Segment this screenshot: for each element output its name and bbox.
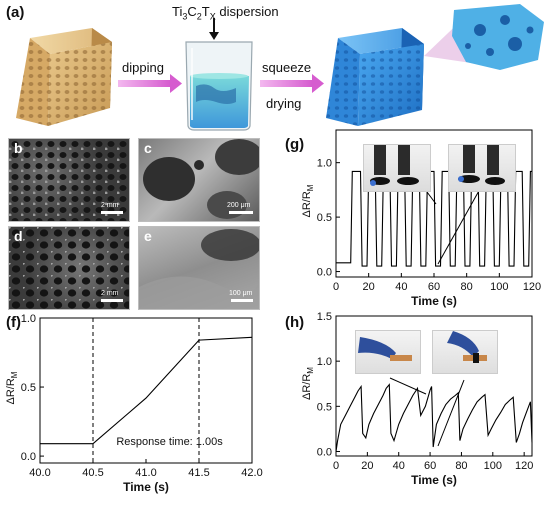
y-axis-label-main: ΔR/R — [301, 374, 313, 400]
finger-photo-1 — [355, 330, 421, 374]
drying-label: drying — [266, 96, 302, 111]
sem-d-letter: d — [14, 228, 23, 244]
y-tick-label: 0.5 — [21, 382, 36, 394]
walking-photo-1 — [363, 144, 431, 192]
sem-image-c: c 200 μm — [138, 138, 260, 222]
pointer-line-1 — [389, 377, 427, 395]
sem-b-scale-label: 2 mm — [101, 202, 119, 209]
x-tick-label: 40.0 — [29, 467, 50, 479]
x-tick-label: 20 — [361, 460, 373, 472]
arrow-squeeze-drying — [260, 74, 324, 93]
beaker-image — [185, 18, 253, 131]
sem-b-texture — [9, 139, 129, 221]
x-tick-label: 0 — [333, 281, 339, 293]
x-axis-label: Time (s) — [411, 294, 457, 308]
y-axis-label-main: ΔR/R — [5, 378, 17, 404]
sem-image-d: d 2 mm — [8, 226, 130, 310]
walking-photo-1-art — [370, 145, 419, 186]
arrow-dipping — [118, 74, 182, 93]
x-tick-label: 120 — [523, 281, 541, 293]
sem-c-scalebar — [229, 211, 253, 214]
y-tick-label: 0.0 — [317, 446, 332, 458]
x-tick-label: 100 — [490, 281, 508, 293]
sem-b-scalebar — [101, 211, 123, 214]
coated-sponge-image — [326, 28, 424, 126]
x-tick-label: 41.0 — [135, 467, 156, 479]
response-time-annotation: Response time: 1.00s — [116, 436, 223, 448]
zoomed-structure-image — [452, 4, 544, 70]
sem-b-letter: b — [14, 140, 23, 156]
x-tick-label: 60 — [428, 281, 440, 293]
x-tick-label: 80 — [455, 460, 467, 472]
y-axis-label: ΔR/RM — [301, 184, 315, 217]
x-tick-label: 20 — [363, 281, 375, 293]
pointer-line-2 — [437, 379, 465, 447]
walking-photo-2-art — [458, 145, 505, 185]
series-line — [335, 383, 533, 452]
panel-h-label: (h) — [285, 314, 305, 331]
finger-photo-2 — [432, 330, 498, 374]
x-tick-label: 42.0 — [241, 467, 262, 479]
raw-sponge-image — [16, 28, 112, 126]
dipping-label: dipping — [122, 60, 164, 75]
y-axis-label: ΔR/RM — [5, 371, 19, 404]
x-tick-label: 60 — [424, 460, 436, 472]
sem-c-texture — [143, 139, 259, 219]
x-tick-label: 40.5 — [82, 467, 103, 479]
sem-e-letter: e — [144, 228, 152, 244]
x-tick-label: 120 — [515, 460, 533, 472]
sem-d-texture — [9, 227, 129, 309]
plot-frame — [335, 315, 533, 457]
schematic-illustration — [16, 4, 544, 131]
sem-c-scale-label: 200 μm — [227, 202, 251, 209]
x-tick-label: 41.5 — [188, 467, 209, 479]
x-axis-label: Time (s) — [123, 480, 169, 494]
x-tick-label: 100 — [484, 460, 502, 472]
dispersion-label: Ti3C2TX dispersion — [172, 4, 279, 22]
chart-h: 0 20 40 60 80 100 120 0.0 0.5 1.0 1.5 Time (s) ΔR/RM — [301, 311, 533, 487]
x-tick-label: 80 — [461, 281, 473, 293]
squeeze-label: squeeze — [262, 60, 312, 75]
chart-f: 40.0 40.5 41.0 41.5 42.0 0.0 0.5 1.0 Time (s) ΔR/… — [5, 313, 263, 494]
y-axis-label-sub: M — [306, 184, 315, 191]
sem-c-letter: c — [144, 140, 152, 156]
sem-image-b: b 2 mm — [8, 138, 130, 222]
finger-photo-2-art — [447, 331, 487, 363]
y-tick-label: 1.0 — [317, 158, 332, 170]
x-tick-label: 0 — [333, 460, 339, 472]
pointer-line-2 — [437, 179, 486, 265]
y-axis-label-main: ΔR/R — [301, 191, 313, 217]
y-tick-label: 0.0 — [21, 451, 36, 463]
sem-e-texture — [139, 229, 259, 309]
y-axis-label-sub: M — [10, 371, 19, 378]
finger-photo-1-art — [358, 337, 412, 361]
x-tick-label: 40 — [395, 281, 407, 293]
y-tick-label: 1.5 — [317, 311, 332, 323]
y-axis-label: ΔR/RM — [301, 367, 315, 400]
series-line — [40, 336, 253, 445]
sem-e-scale-label: 100 μm — [229, 290, 253, 297]
x-tick-label: 40 — [393, 460, 405, 472]
sem-d-scale-label: 2 mm — [101, 290, 119, 297]
y-tick-label: 0.5 — [317, 401, 332, 413]
y-tick-label: 0.5 — [317, 212, 332, 224]
panel-f-label: (f) — [6, 314, 21, 331]
sem-e-scalebar — [231, 299, 253, 302]
y-tick-label: 1.0 — [21, 313, 36, 325]
y-tick-label: 1.0 — [317, 356, 332, 368]
panel-a-label: (a) — [6, 4, 25, 21]
sem-d-scalebar — [101, 299, 123, 302]
sem-image-e: e 100 μm — [138, 226, 260, 310]
panel-g-label: (g) — [285, 136, 305, 153]
x-axis-label: Time (s) — [411, 473, 457, 487]
y-tick-label: 0.0 — [317, 267, 332, 279]
y-axis-label-sub: M — [306, 367, 315, 374]
walking-photo-2 — [448, 144, 516, 192]
